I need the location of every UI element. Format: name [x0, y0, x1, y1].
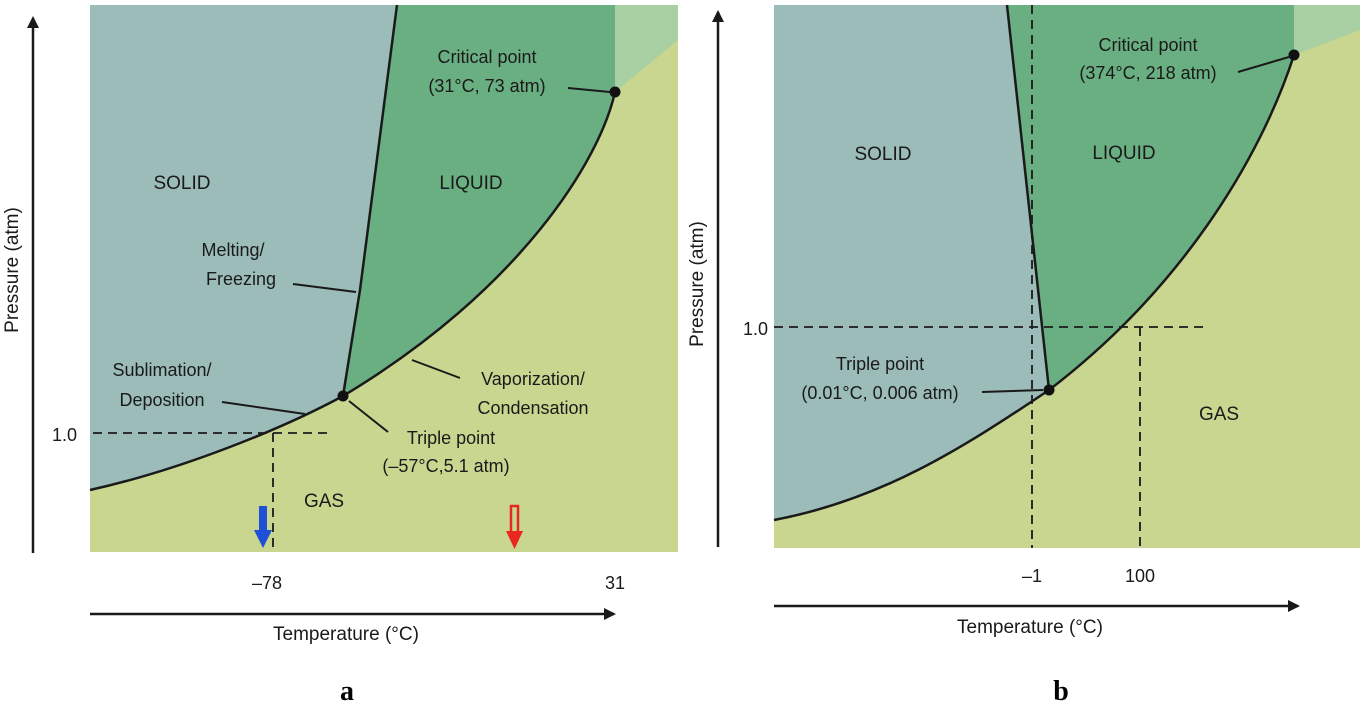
- panel-a-solid-region: [90, 5, 397, 490]
- panel-a-triple-point-value: (–57°C,5.1 atm): [382, 456, 509, 476]
- panel-a-sublimation-label-line2: Deposition: [119, 390, 204, 410]
- panel-b-vaporization-curve: [1048, 54, 1296, 391]
- panel-a-critical-leader: [567, 87, 611, 93]
- panel-b-x-tick-minus1: –1: [1022, 566, 1042, 586]
- panel-a-x-tick-minus78: –78: [252, 573, 282, 593]
- panel-b-critical-leader: [1237, 56, 1290, 73]
- panel-a-melting-label-line1: Melting/: [201, 240, 264, 260]
- panel-a-letter: a: [340, 676, 354, 707]
- panel-b-sublimation-curve: [773, 388, 1050, 522]
- panel-a-x-tick-31: 31: [605, 573, 625, 593]
- panel-a-blue-down-arrow: [254, 506, 272, 548]
- panel-a-y-axis-title: Pressure (atm): [2, 207, 23, 333]
- panel-b-critical-point-label: Critical point: [1098, 35, 1197, 55]
- panel-b-supercritical-region: [1294, 5, 1360, 55]
- panel-a-critical-point-value: (31°C, 73 atm): [428, 76, 545, 96]
- panel-b-solid-region: [774, 5, 1049, 520]
- panel-a-solid-label: SOLID: [153, 173, 210, 194]
- panel-a: SOLID LIQUID GAS Critical point (31°C, 7…: [2, 4, 678, 707]
- panel-a-red-down-arrow: [506, 504, 523, 549]
- panel-b-triple-leader: [981, 389, 1044, 393]
- panel-b-critical-point-dot: [1288, 49, 1300, 61]
- panel-a-supercritical-region: [615, 5, 678, 92]
- panel-a-y-tick-1: 1.0: [52, 425, 77, 445]
- panel-b-gas-label: GAS: [1199, 404, 1239, 425]
- panel-a-vaporization-label-line2: Condensation: [477, 398, 588, 418]
- panel-b-y-tick-1: 1.0: [743, 319, 768, 339]
- panel-a-melting-label-line2: Freezing: [206, 269, 276, 289]
- panel-a-liquid-region: [343, 5, 615, 396]
- panel-a-triple-point-dot: [337, 390, 349, 402]
- panel-a-sublimation-curve: [89, 394, 344, 492]
- panel-b-critical-point-value: (374°C, 218 atm): [1079, 63, 1216, 83]
- panel-b-triple-point-dot: [1043, 384, 1055, 396]
- panel-b: SOLID LIQUID GAS Critical point (374°C, …: [687, 4, 1360, 707]
- panel-a-triple-point-label: Triple point: [407, 428, 495, 448]
- panel-a-liquid-label: LIQUID: [439, 173, 502, 194]
- panel-a-vaporization-curve: [342, 91, 617, 398]
- panel-a-vaporization-leader: [411, 359, 461, 379]
- panel-b-letter: b: [1053, 676, 1069, 707]
- panel-b-triple-point-value: (0.01°C, 0.006 atm): [801, 383, 958, 403]
- panel-a-x-axis-title: Temperature (°C): [273, 624, 419, 645]
- panel-b-triple-point-label: Triple point: [836, 354, 924, 374]
- panel-a-vaporization-label-line1: Vaporization/: [481, 369, 585, 389]
- panel-a-critical-point-label: Critical point: [437, 47, 536, 67]
- panel-a-gas-label: GAS: [304, 491, 344, 512]
- panel-b-y-axis-title: Pressure (atm): [687, 221, 708, 347]
- panel-a-critical-point-dot: [609, 86, 621, 98]
- panel-b-liquid-region: [1007, 5, 1294, 390]
- panel-a-sublimation-leader: [221, 401, 306, 415]
- panel-a-melting-leader: [292, 283, 357, 293]
- panel-a-sublimation-label-line1: Sublimation/: [112, 360, 211, 380]
- panel-b-x-axis-title: Temperature (°C): [957, 617, 1103, 638]
- panel-b-liquid-label: LIQUID: [1092, 143, 1155, 164]
- panel-b-x-tick-100: 100: [1125, 566, 1155, 586]
- panel-b-melting-curve: [1005, 4, 1051, 391]
- panel-b-solid-label: SOLID: [854, 144, 911, 165]
- panel-a-melting-curve: [341, 4, 399, 397]
- panel-a-triple-leader: [348, 400, 389, 433]
